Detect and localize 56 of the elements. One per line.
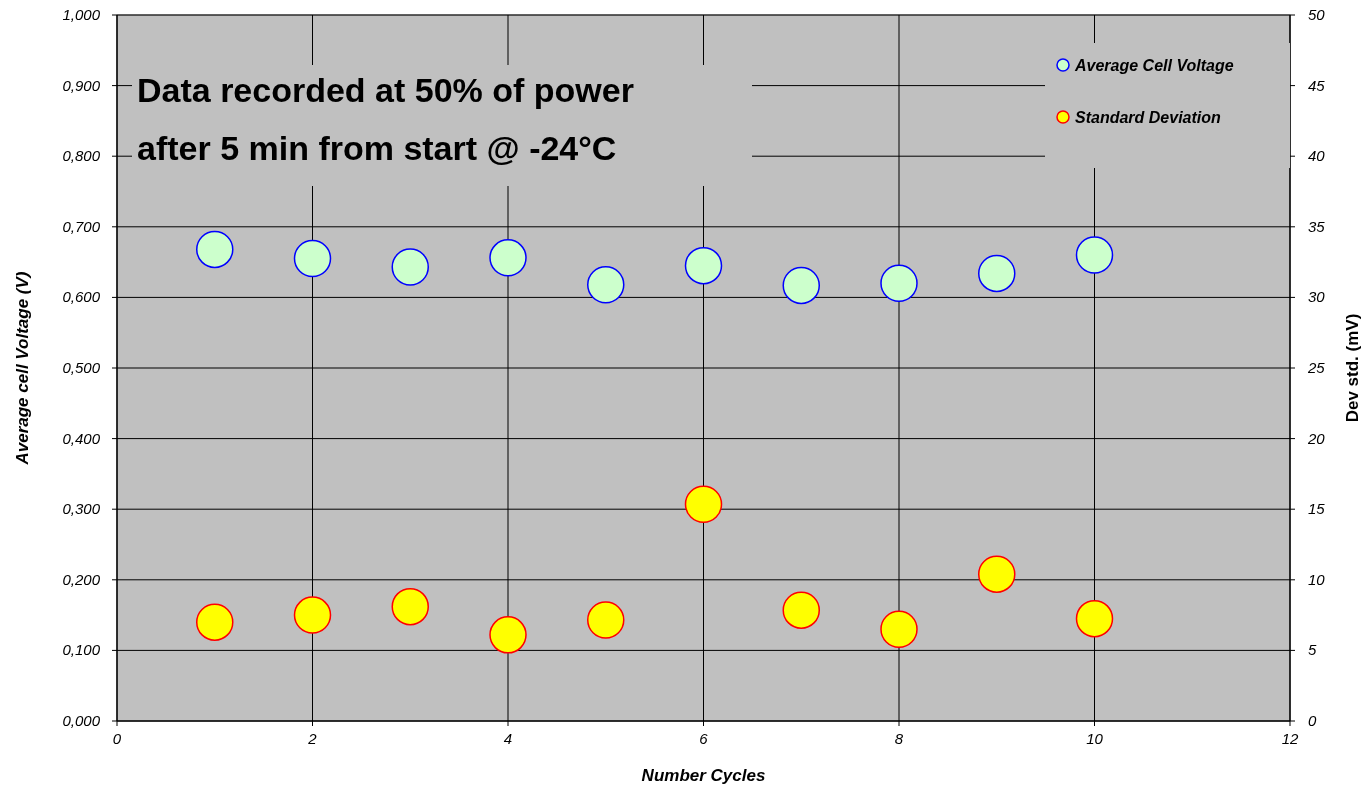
x-axis-title: Number Cycles (641, 766, 766, 785)
point (1075, 236, 1114, 274)
point (293, 239, 332, 278)
point (391, 587, 429, 626)
y-tick-label: 0,600 (62, 288, 101, 306)
x-tick-label: 8 (894, 730, 904, 747)
point (196, 603, 234, 641)
point (880, 610, 918, 648)
y2-tick-label: 45 (1308, 76, 1326, 94)
x-tick-label: 4 (503, 730, 513, 747)
y-tick-label: 0,400 (62, 429, 101, 447)
y2-tick-label: 30 (1308, 288, 1326, 306)
y2-tick-label: 0 (1308, 712, 1317, 729)
point (978, 254, 1016, 293)
y2-tick-label: 35 (1308, 217, 1326, 235)
annotation: Data recorded at 50% of power (137, 71, 634, 109)
point (391, 248, 429, 286)
point (978, 555, 1016, 593)
y2-axis-title: Dev std. (mV) (1343, 313, 1362, 423)
y-tick-label: 1,000 (62, 6, 101, 23)
y-tick-label: 0,800 (62, 147, 101, 165)
point (196, 230, 234, 269)
y2-tick-label: 40 (1308, 147, 1326, 165)
y-tick-label: 0,500 (62, 359, 101, 376)
y2-tick-label: 10 (1308, 570, 1326, 588)
y2-tick-label: 5 (1308, 641, 1317, 659)
x-tick-label: 10 (1086, 730, 1104, 747)
y-tick-label: 0,300 (62, 500, 101, 518)
y-axis-title: Average cell Voltage (V) (13, 271, 32, 466)
y-tick-label: 0,000 (62, 712, 101, 729)
point (880, 264, 918, 302)
point (782, 591, 820, 629)
point (684, 485, 723, 523)
point (684, 246, 723, 285)
x-tick-label: 0 (112, 730, 122, 747)
point (489, 239, 527, 277)
x-tick-label: 12 (1281, 730, 1299, 747)
y-tick-label: 0,700 (62, 217, 101, 235)
y-tick-label: 0,200 (62, 570, 101, 588)
x-tick-label: 2 (307, 730, 318, 747)
legend-label: Standard Deviation (1075, 109, 1222, 126)
legend-label: Average Cell Voltage (1074, 57, 1234, 74)
point (587, 601, 625, 639)
point (293, 596, 332, 634)
point (1075, 599, 1114, 638)
y-tick-label: 0,100 (62, 641, 101, 659)
annotation: after 5 min from start @ -24°C (137, 129, 617, 167)
point (489, 616, 527, 654)
y2-tick-label: 50 (1308, 6, 1326, 23)
y2-tick-label: 15 (1308, 500, 1326, 518)
point (587, 265, 625, 304)
y2-tick-label: 20 (1307, 429, 1326, 447)
x-tick-label: 6 (699, 730, 709, 747)
point (782, 266, 820, 305)
y-tick-label: 0,900 (62, 76, 101, 94)
y2-tick-label: 25 (1307, 359, 1326, 376)
